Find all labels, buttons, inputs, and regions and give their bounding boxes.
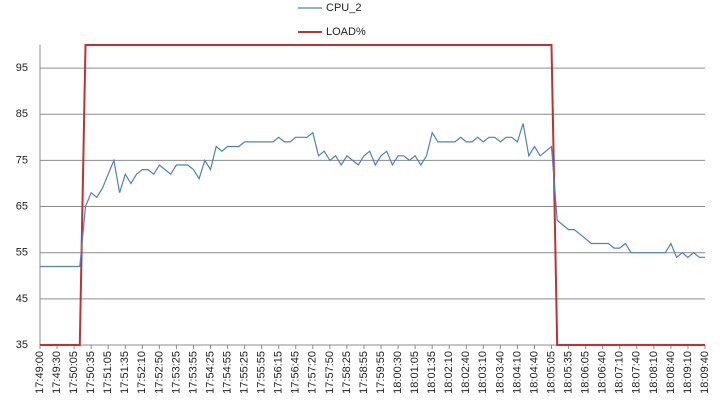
x-tick-label: 18:01:35 [426, 351, 438, 394]
x-tick-label: 18:04:10 [511, 351, 523, 394]
x-tick-label: 17:58:25 [341, 351, 353, 394]
x-tick-label: 18:00:30 [392, 351, 404, 394]
x-tick-label: 18:09:10 [682, 351, 694, 394]
y-tick-label: 75 [16, 154, 28, 166]
x-tick-label: 17:50:05 [68, 351, 80, 394]
x-tick-label: 17:51:35 [119, 351, 131, 394]
legend-label: LOAD% [326, 26, 366, 38]
x-tick-label: 18:03:10 [477, 351, 489, 394]
x-tick-label: 18:05:05 [545, 351, 557, 394]
x-tick-label: 18:03:40 [494, 351, 506, 394]
x-tick-label: 18:01:05 [409, 351, 421, 394]
x-tick-label: 18:04:40 [528, 351, 540, 394]
x-tick-label: 17:58:55 [358, 351, 370, 394]
line-0 [40, 123, 705, 268]
x-tick-label: 17:51:05 [102, 351, 114, 394]
x-tick-label: 18:05:35 [562, 351, 574, 394]
x-tick-label: 17:59:55 [375, 351, 387, 394]
x-tick-label: 17:49:00 [34, 351, 46, 394]
x-tick-label: 17:52:10 [136, 351, 148, 394]
y-tick-label: 85 [16, 108, 28, 120]
x-tick-label: 17:55:25 [239, 351, 251, 394]
x-tick-label: 17:54:55 [221, 351, 233, 394]
x-tick-label: 17:50:35 [85, 351, 97, 394]
y-tick-label: 55 [16, 247, 28, 259]
x-tick-label: 18:02:40 [460, 351, 472, 394]
x-tick-label: 18:06:05 [580, 351, 592, 394]
x-tick-label: 18:07:10 [614, 351, 626, 394]
x-tick-label: 17:52:50 [153, 351, 165, 394]
line-1 [40, 44, 705, 346]
x-tick-label: 17:56:45 [290, 351, 302, 394]
x-tick-label: 18:02:10 [443, 351, 455, 394]
y-tick-label: 45 [16, 293, 28, 305]
x-tick-label: 17:57:50 [324, 351, 336, 394]
x-tick-label: 17:49:30 [51, 351, 63, 394]
x-tick-label: 17:55:55 [256, 351, 268, 394]
legend-label: CPU_2 [326, 2, 361, 14]
y-tick-label: 95 [16, 62, 28, 74]
x-tick-label: 17:53:25 [170, 351, 182, 394]
x-tick-label: 17:54:25 [204, 351, 216, 394]
x-tick-label: 17:53:55 [187, 351, 199, 394]
x-tick-label: 17:57:20 [307, 351, 319, 394]
x-tick-label: 18:08:40 [665, 351, 677, 394]
x-tick-label: 18:06:40 [597, 351, 609, 394]
x-tick-label: 18:07:40 [631, 351, 643, 394]
x-tick-label: 17:56:15 [273, 351, 285, 394]
y-tick-label: 65 [16, 200, 28, 212]
x-tick-label: 18:09:40 [699, 351, 711, 394]
x-tick-label: 18:08:10 [648, 351, 660, 394]
y-tick-label: 35 [16, 339, 28, 351]
